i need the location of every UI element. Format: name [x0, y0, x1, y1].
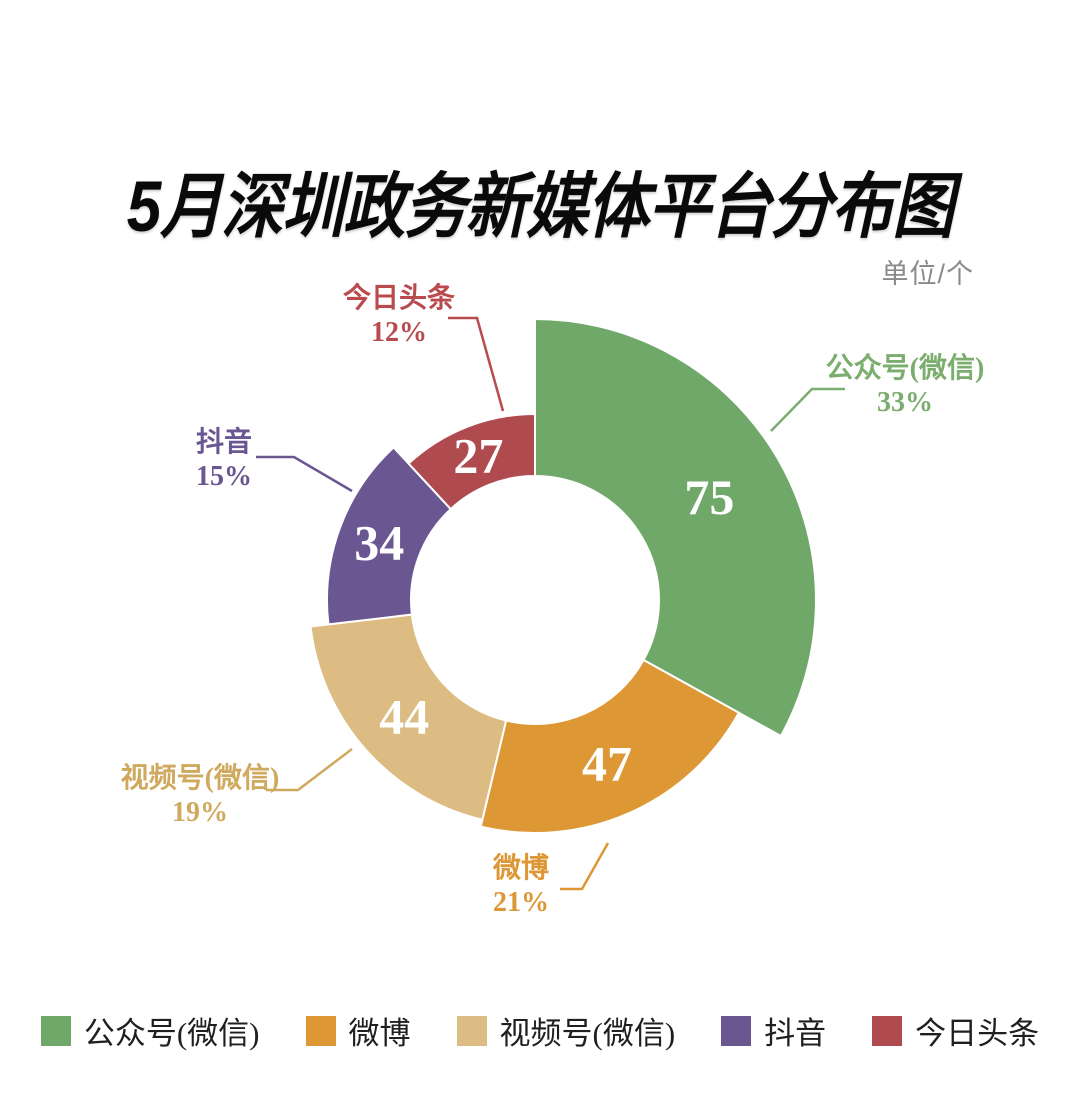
pie-slice-toutiao [407, 412, 536, 511]
leader-line-weibo [560, 842, 610, 891]
legend-item-weibo: 微博 [305, 1008, 411, 1053]
legend-item-toutiao: 今日头条 [872, 1008, 1039, 1053]
leader-line-douyin [256, 455, 353, 493]
callout-label: 微博 [492, 853, 549, 884]
legend-item-douyin: 抖音 [721, 1008, 826, 1053]
leader-line-wechat-official-account [770, 387, 845, 432]
chart-title: 5月深圳政务新媒体平台分布图 [126, 167, 954, 247]
legend-swatch [872, 1015, 903, 1046]
legend-label: 抖音 [764, 1016, 827, 1051]
callout-label: 视频号(微信) [120, 763, 280, 794]
leader-line-wechat-video [266, 748, 353, 792]
pie-slice-wechat-official-account [534, 317, 817, 738]
legend-label: 视频号(微信) [499, 1016, 676, 1051]
callout-percent: 33% [877, 386, 933, 418]
pie-slice-weibo [479, 658, 741, 834]
callout-percent: 21% [493, 886, 549, 918]
legend-item-wechat-official-account: 公众号(微信) [40, 1008, 260, 1053]
legend-label: 公众号(微信) [83, 1016, 260, 1051]
callout-wechat-video: 视频号(微信) 19% [85, 762, 315, 829]
callout-toutiao: 今日头条 12% [309, 282, 489, 349]
callout-percent: 15% [196, 460, 252, 492]
pie-slice-douyin [326, 446, 453, 626]
legend-label: 今日头条 [915, 1016, 1040, 1051]
callout-label: 今日头条 [342, 283, 455, 314]
callout-label: 公众号(微信) [825, 353, 985, 384]
legend-swatch [456, 1015, 487, 1046]
legend-item-wechat-video: 视频号(微信) [456, 1008, 676, 1053]
callout-percent: 12% [371, 316, 427, 348]
callout-weibo: 微博 21% [436, 852, 606, 919]
legend-swatch [40, 1015, 71, 1046]
callout-wechat-official-account: 公众号(微信) 33% [770, 352, 1040, 419]
leader-line-toutiao [448, 316, 505, 412]
slice-value-wechat-official-account: 75 [684, 469, 734, 525]
callout-percent: 19% [172, 796, 228, 828]
legend-label: 微博 [348, 1016, 411, 1051]
slice-value-wechat-video: 44 [379, 688, 429, 744]
legend-swatch [305, 1015, 336, 1046]
slice-value-toutiao: 27 [453, 428, 503, 484]
legend: 公众号(微信) 微博 视频号(微信) 抖音 今日头条 [0, 1008, 1080, 1053]
callout-label: 抖音 [196, 427, 253, 458]
pie-slice-wechat-video [309, 613, 508, 821]
legend-swatch [721, 1015, 752, 1046]
callout-douyin: 抖音 15% [196, 426, 346, 493]
slice-value-weibo: 47 [582, 735, 632, 791]
slice-value-douyin: 34 [354, 515, 404, 571]
unit-label: 单位/个 [881, 259, 974, 289]
